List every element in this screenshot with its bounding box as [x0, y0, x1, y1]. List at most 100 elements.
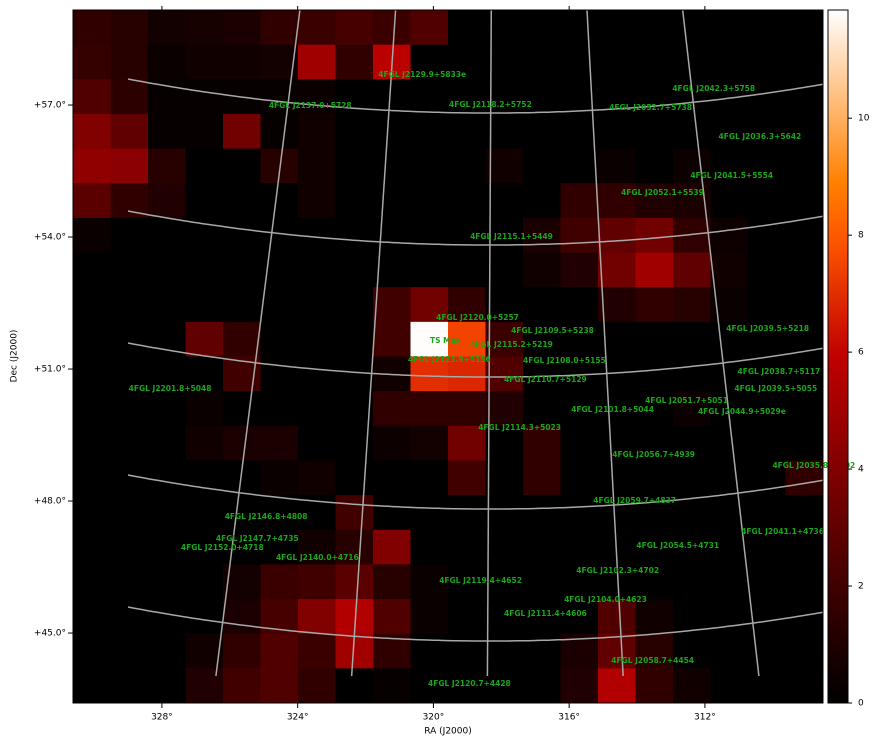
heatmap-cell — [185, 10, 224, 46]
heatmap-cell — [673, 356, 711, 392]
heatmap-cell — [748, 148, 786, 184]
heatmap-cell — [560, 460, 599, 496]
heatmap-cell — [110, 495, 149, 531]
heatmap-cell — [598, 113, 636, 150]
heatmap-cell — [410, 44, 449, 80]
heatmap-cell — [598, 391, 636, 427]
heatmap-cell — [748, 321, 786, 357]
heatmap-cell — [73, 391, 111, 427]
heatmap-cell — [260, 633, 299, 669]
heatmap-cell — [485, 460, 524, 496]
heatmap-cell — [410, 391, 449, 427]
heatmap-cell — [73, 183, 111, 219]
heatmap-cell — [335, 44, 374, 80]
heatmap-cell — [298, 529, 336, 565]
heatmap-cell — [148, 183, 186, 219]
heatmap-cell — [448, 287, 486, 323]
heatmap-cell — [785, 633, 823, 669]
heatmap-cell — [673, 391, 711, 427]
heatmap-cell — [373, 460, 411, 496]
heatmap-cell — [410, 287, 449, 323]
heatmap-cell — [110, 287, 149, 323]
heatmap-cell — [598, 460, 636, 496]
heatmap-cell — [410, 217, 449, 254]
heatmap-cell — [448, 183, 486, 219]
heatmap-cell — [373, 287, 411, 323]
heatmap-cell — [110, 148, 149, 184]
heatmap-cell — [785, 183, 823, 219]
heatmap-cell — [223, 633, 261, 669]
heatmap-cell — [410, 356, 449, 392]
heatmap-cell — [523, 44, 561, 80]
colorbar-tick-label: 4 — [858, 465, 864, 475]
heatmap-cell — [73, 356, 111, 392]
heatmap-cell — [410, 564, 449, 600]
heatmap-cell — [73, 148, 111, 184]
heatmap-cell — [635, 10, 674, 46]
y-axis-label: Dec (J2000) — [10, 330, 20, 383]
heatmap-cell — [485, 183, 524, 219]
heatmap-cell — [448, 217, 486, 254]
heatmap-cell — [485, 217, 524, 254]
heatmap-cell — [335, 252, 374, 288]
heatmap-cell — [298, 599, 336, 635]
heatmap-cell — [223, 10, 261, 46]
heatmap-cell — [673, 564, 711, 600]
heatmap-cell — [373, 668, 411, 703]
heatmap-cell — [73, 252, 111, 288]
heatmap-cell — [148, 252, 186, 288]
source-label: 4FGL J2114.3+5023 — [478, 423, 561, 432]
source-label: 4FGL J2044.9+5029e — [698, 407, 786, 416]
heatmap-cell — [260, 79, 299, 115]
heatmap-cell — [373, 599, 411, 635]
source-label: 4FGL J2108.0+5155 — [523, 356, 606, 365]
heatmap-cell — [598, 425, 636, 461]
heatmap-cell — [335, 460, 374, 496]
colorbar-tick-label: 2 — [858, 582, 864, 592]
heatmap-cell — [185, 529, 224, 565]
heatmap-cell — [485, 668, 524, 703]
heatmap-cell — [485, 79, 524, 115]
heatmap-cell — [223, 425, 261, 461]
grid-line — [127, 606, 823, 642]
heatmap-cell — [523, 599, 561, 635]
x-tick-label: 316° — [558, 713, 580, 723]
heatmap-cell — [448, 148, 486, 184]
heatmap-cell — [710, 425, 749, 461]
heatmap-cell — [148, 44, 186, 80]
heatmap-cell — [523, 79, 561, 115]
x-tick-label: 320° — [423, 713, 445, 723]
heatmap-cell — [110, 44, 149, 80]
heatmap-cell — [110, 217, 149, 254]
heatmap-cell — [148, 287, 186, 323]
heatmap-cell — [335, 113, 374, 150]
heatmap-cell — [448, 79, 486, 115]
heatmap-cell — [110, 425, 149, 461]
source-label: 4FGL J2152.0+4718 — [181, 543, 264, 552]
heatmap-cell — [223, 668, 261, 703]
heatmap-cell — [560, 113, 599, 150]
grid-line — [486, 10, 493, 677]
heatmap-cell — [785, 356, 823, 392]
heatmap-cell — [148, 217, 186, 254]
heatmap-cell — [673, 668, 711, 703]
heatmap-cell — [148, 79, 186, 115]
heatmap-cell — [110, 356, 149, 392]
heatmap-cell — [598, 495, 636, 531]
source-label: 4FGL J2118.2+5752 — [449, 100, 532, 109]
heatmap-cell — [485, 599, 524, 635]
source-label: 4FGL J2104.0+4623 — [564, 595, 647, 604]
heatmap-cell — [260, 529, 299, 565]
heatmap-cell — [223, 148, 261, 184]
heatmap-cell — [410, 321, 449, 357]
heatmap-cell — [748, 10, 786, 46]
source-label: 4FGL J2101.8+5044 — [571, 405, 654, 414]
heatmap-cell — [598, 599, 636, 635]
heatmap-cell — [410, 495, 449, 531]
heatmap-cell — [223, 321, 261, 357]
source-label: 4FGL J2042.3+5758 — [672, 84, 755, 93]
heatmap-cell — [523, 564, 561, 600]
source-label: 4FGL J2120.7+4428 — [428, 679, 511, 688]
heatmap-cell — [673, 460, 711, 496]
source-label: 4FGL J2041.5+5554 — [690, 171, 773, 180]
